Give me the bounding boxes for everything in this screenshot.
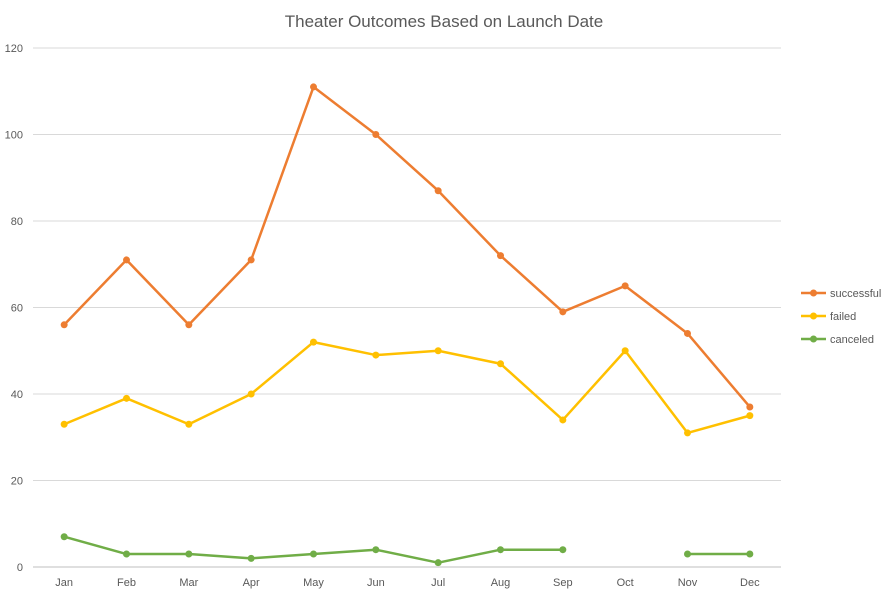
legend-label: canceled xyxy=(830,334,874,346)
x-tick-label: Oct xyxy=(617,577,634,589)
data-point xyxy=(185,420,193,428)
legend-swatch-marker xyxy=(810,335,817,343)
chart-title: Theater Outcomes Based on Launch Date xyxy=(285,12,603,31)
data-point xyxy=(310,338,317,346)
data-point xyxy=(559,546,567,554)
data-point xyxy=(559,308,567,316)
x-tick-label: Dec xyxy=(740,577,760,589)
y-tick-label: 80 xyxy=(11,216,23,228)
x-tick-label: May xyxy=(303,577,324,589)
data-point xyxy=(559,416,567,424)
legend-swatch-marker xyxy=(810,289,817,297)
data-point xyxy=(684,329,691,337)
y-tick-label: 120 xyxy=(5,43,23,55)
y-tick-label: 40 xyxy=(11,389,23,401)
legend: successful failed canceled xyxy=(801,288,881,346)
x-tick-label: Nov xyxy=(678,577,698,589)
y-tick-label: 60 xyxy=(11,303,23,315)
data-point xyxy=(746,412,754,420)
x-tick-label: Sep xyxy=(553,577,573,589)
series-line xyxy=(62,535,565,564)
data-point xyxy=(372,351,380,359)
data-point xyxy=(497,546,504,554)
legend-item-canceled: canceled xyxy=(801,334,874,346)
series-line xyxy=(62,340,752,435)
data-point xyxy=(60,321,68,329)
data-point xyxy=(684,550,691,558)
y-tick-label: 100 xyxy=(5,130,23,142)
legend-item-failed: failed xyxy=(801,311,856,323)
gridlines xyxy=(33,47,781,568)
data-point xyxy=(185,550,193,558)
data-point xyxy=(123,394,130,402)
x-tick-label: Apr xyxy=(243,577,260,589)
data-point xyxy=(247,554,255,562)
y-axis-tick-labels: 0 20 40 60 80 100 120 xyxy=(5,43,23,574)
data-point xyxy=(684,429,691,437)
data-point xyxy=(372,131,380,138)
data-point xyxy=(372,546,380,554)
data-point xyxy=(497,252,504,260)
series-lines xyxy=(60,83,754,567)
data-point xyxy=(247,256,255,264)
legend-swatch-marker xyxy=(810,312,817,320)
data-point xyxy=(310,83,317,91)
data-point xyxy=(497,360,504,368)
x-tick-label: Jul xyxy=(431,577,445,589)
data-point xyxy=(310,550,317,558)
x-tick-label: Feb xyxy=(117,577,136,589)
series-successful xyxy=(60,83,754,411)
series-line xyxy=(62,85,752,409)
legend-label: failed xyxy=(830,311,856,323)
data-point xyxy=(123,550,130,558)
x-tick-label: Jun xyxy=(367,577,385,589)
legend-label: successful xyxy=(830,288,881,300)
data-point xyxy=(123,256,130,264)
x-tick-label: Jan xyxy=(55,577,73,589)
data-point xyxy=(434,187,442,195)
data-point xyxy=(185,321,193,329)
data-point xyxy=(746,403,754,411)
data-point xyxy=(621,282,629,290)
data-point xyxy=(434,559,442,567)
x-tick-label: Aug xyxy=(491,577,511,589)
data-point xyxy=(434,347,442,355)
data-point xyxy=(60,420,68,428)
y-tick-label: 20 xyxy=(11,476,23,488)
data-point xyxy=(746,550,754,558)
series-canceled xyxy=(60,533,754,567)
data-point xyxy=(60,533,68,541)
x-axis-tick-labels: Jan Feb Mar Apr May Jun Jul Aug Sep Oct Nov Dec xyxy=(55,577,760,589)
data-point xyxy=(621,347,629,355)
x-tick-label: Mar xyxy=(179,577,198,589)
data-point xyxy=(247,390,255,398)
legend-item-successful: successful xyxy=(801,288,881,300)
series-failed xyxy=(60,338,754,437)
y-tick-label: 0 xyxy=(17,562,23,574)
